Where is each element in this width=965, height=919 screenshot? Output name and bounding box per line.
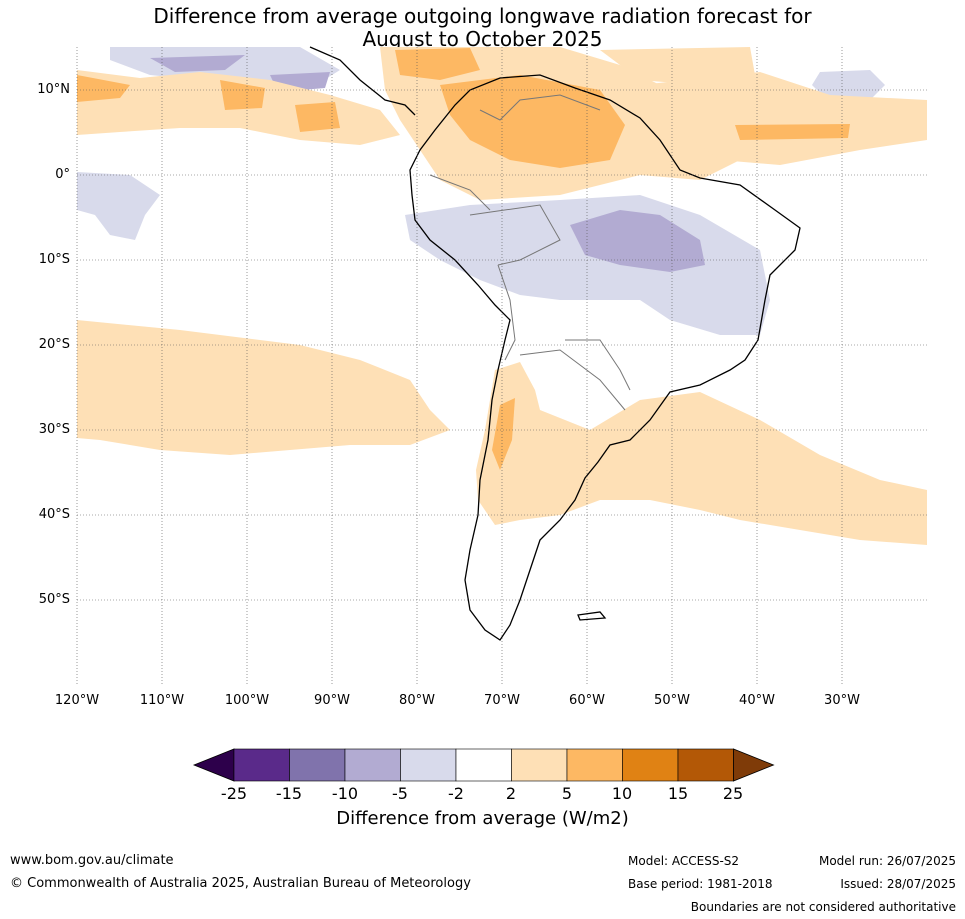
anomaly-region-orange-dark-5 [440,75,625,168]
central-america-coast [309,46,416,116]
colorbar-tick: -25 [220,784,248,803]
lon-label-100w: 100°W [224,693,270,708]
falkland-islands [577,611,607,621]
colorbar-swatch [511,748,568,782]
colorbar-tick: 15 [667,784,689,803]
colorbar-swatch [289,748,346,782]
coastlines [309,46,801,641]
colorbar-arrow-high [733,748,775,782]
colorbar-tick: -15 [275,784,303,803]
anomaly-region-orange-dark-2 [220,80,265,110]
lat-label-0: 0° [55,167,70,182]
lon-label-80w: 80°W [399,693,435,708]
anomaly-region-orange-atlantic [640,72,927,165]
lon-label-120w: 120°W [54,693,100,708]
footer-model-run: Model run: 26/07/2025 [818,854,956,868]
colorbar-swatch [400,748,457,782]
lon-label-30w: 30°W [824,693,860,708]
colorbar-swatch [677,748,734,782]
lon-label-40w: 40°W [739,693,775,708]
lon-label-50w: 50°W [654,693,690,708]
lon-label-60w: 60°W [569,693,605,708]
anomaly-region-orange-atlantic-ne [600,47,755,85]
anomaly-region-purple-north [150,55,245,72]
footer-model: Model: ACCESS-S2 [628,854,740,868]
anomaly-region-orange-dark-6 [735,124,850,140]
footer-issued: Issued: 28/07/2025 [840,877,956,891]
colorbar [192,748,775,782]
graticule [76,47,927,685]
colorbar-tick: -10 [331,784,359,803]
colorbar-tick: 25 [722,784,744,803]
lon-label-70w: 70°W [484,693,520,708]
colorbar-tick: -5 [392,784,408,803]
lat-label-20s: 20°S [38,337,70,352]
anomaly-region-orange-south-america [476,362,927,545]
colorbar-swatch [344,748,401,782]
colorbar-swatch [455,748,512,782]
colorbar-tick: 5 [561,784,573,803]
map-title-line-2: August to October 2025 [362,27,603,51]
colorbar-title: Difference from average (W/m2) [336,808,629,829]
anomaly-region-purple-brazil [570,210,705,272]
footer-base-period: Base period: 1981-2018 [628,877,773,891]
lat-label-40s: 40°S [38,507,70,522]
country-borders [429,94,631,411]
anomaly-region-light-purple-atlantic [812,70,885,100]
lat-label-30s: 30°S [38,422,70,437]
south-america-coast [409,74,801,641]
lat-label-50s: 50°S [38,592,70,607]
lon-label-110w: 110°W [139,693,185,708]
lon-label-90w: 90°W [314,693,350,708]
footer-disclaimer: Boundaries are not considered authoritat… [690,900,956,914]
anomaly-region-orange-dark-1 [77,75,130,102]
lat-label-10n: 10°N [37,82,70,97]
map-title-line-1: Difference from average outgoing longwav… [153,4,812,28]
footer-copyright: © Commonwealth of Australia 2025, Austra… [10,876,471,891]
colorbar-arrow-low [192,748,235,782]
anomaly-region-orange-dark-4 [395,48,480,80]
colorbar-tick: -2 [448,784,464,803]
anomaly-region-orange-dark-7 [492,398,515,470]
anomaly-region-orange-dark-3 [295,102,340,132]
colorbar-swatch [622,748,679,782]
colorbar-tick: 10 [611,784,633,803]
lat-label-10s: 10°S [38,252,70,267]
anomaly-region-orange-south-pacific [77,320,450,455]
anomaly-region-light-purple-west [77,172,160,240]
colorbar-tick: 2 [505,784,517,803]
footer-website: www.bom.gov.au/climate [10,853,174,868]
colorbar-swatch [566,748,623,782]
colorbar-swatch [233,748,290,782]
